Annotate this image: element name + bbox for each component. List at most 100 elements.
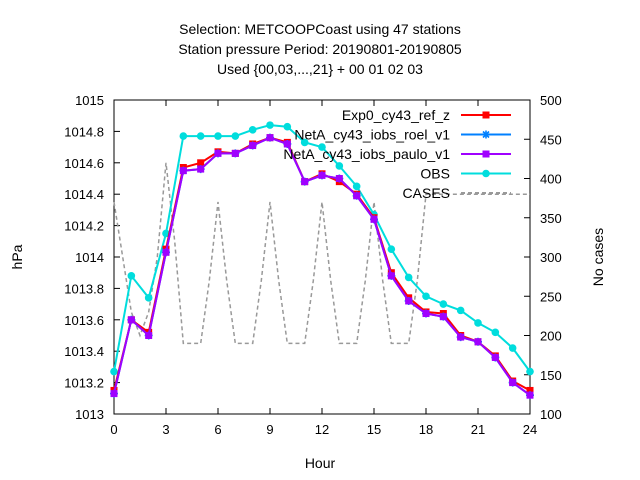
y-axis-label: hPa	[9, 244, 25, 269]
data-point	[162, 229, 170, 238]
x-tick-label: 24	[523, 422, 537, 437]
x-tick-label: 18	[419, 422, 433, 437]
chart-title-line-1: Selection: METCOOPCoast using 47 station…	[179, 21, 461, 37]
data-point	[353, 192, 361, 200]
data-point	[526, 391, 534, 399]
chart-title-block: Selection: METCOOPCoast using 47 station…	[178, 21, 462, 77]
data-point	[456, 306, 465, 315]
y-tick-label: 1013	[75, 407, 104, 422]
axes: 0 3 6 9 12 15 18 21 24 1013 1013.2 1013.4 1013.6 1013…	[64, 93, 561, 437]
data-point	[491, 353, 499, 361]
series-layer	[110, 121, 534, 400]
data-point	[457, 333, 465, 341]
data-point	[318, 171, 326, 179]
legend-label: NetA_cy43_iobs_paulo_v1	[283, 146, 450, 162]
legend-marker	[482, 150, 490, 158]
series-line	[113, 162, 530, 345]
data-point	[248, 126, 257, 134]
data-point	[249, 142, 257, 150]
data-point	[197, 165, 205, 173]
y2-tick-label: 100	[540, 407, 562, 422]
y-tick-label: 1013.4	[64, 344, 104, 359]
y2-tick-label: 400	[540, 172, 562, 187]
data-point	[404, 273, 413, 282]
legend-label: OBS	[420, 166, 450, 182]
x-tick-label: 12	[315, 422, 329, 437]
legend-marker	[482, 130, 490, 139]
x-tick-label: 6	[214, 422, 221, 437]
data-point	[508, 344, 517, 352]
y-tick-label: 1014.8	[64, 124, 104, 139]
data-point	[144, 294, 153, 302]
chart-title-line-2: Station pressure Period: 20190801-201908…	[178, 41, 462, 57]
x-tick-label: 21	[471, 422, 485, 437]
data-point	[387, 272, 395, 280]
data-point	[439, 313, 447, 321]
y-tick-label: 1014.6	[64, 156, 104, 171]
y2-tick-label: 350	[540, 211, 562, 226]
data-point	[110, 367, 118, 376]
data-point	[474, 319, 482, 327]
data-point	[179, 167, 187, 175]
data-point	[283, 122, 292, 131]
data-point	[110, 390, 118, 398]
data-point	[335, 175, 343, 182]
x-axis-label: Hour	[305, 455, 336, 471]
legend-label: Exp0_cy43_ref_z	[342, 107, 450, 123]
data-point	[387, 245, 396, 253]
data-point	[301, 178, 309, 186]
data-point	[197, 159, 205, 167]
y-tick-label: 1013.2	[64, 376, 104, 391]
x-tick-label: 3	[162, 422, 169, 437]
data-point	[352, 182, 361, 191]
data-point	[266, 121, 274, 129]
data-point	[335, 162, 344, 170]
legend-label: CASES	[403, 185, 450, 201]
series-NetA_cy43_iobs_paulo_v1	[110, 134, 534, 399]
data-point	[127, 316, 135, 324]
data-point	[474, 338, 482, 346]
y-tick-label: 1014	[75, 250, 104, 265]
series-OBS	[110, 121, 534, 376]
data-point	[266, 134, 274, 142]
data-point	[145, 332, 153, 339]
chart-title-line-3: Used {00,03,...,21} + 00 01 02 03	[217, 61, 423, 77]
x-tick-label: 0	[110, 422, 117, 437]
data-point	[231, 149, 239, 157]
legend-marker	[482, 111, 490, 119]
x-tick-label: 9	[266, 422, 273, 437]
data-point	[509, 379, 517, 387]
legend-label: NetA_cy43_iobs_roel_v1	[294, 127, 450, 143]
y2-axis-label: No cases	[590, 228, 606, 286]
y-tick-label: 1014.2	[64, 219, 104, 234]
data-point	[422, 292, 430, 301]
data-point	[127, 272, 136, 280]
data-point	[231, 132, 240, 140]
y-tick-label: 1015	[75, 93, 104, 108]
x-tick-label: 15	[367, 422, 381, 437]
data-point	[300, 138, 309, 147]
data-point	[179, 132, 188, 140]
data-point	[162, 248, 170, 256]
data-point	[439, 300, 448, 308]
y-tick-label: 1013.8	[64, 281, 104, 296]
data-point	[526, 367, 534, 376]
y2-tick-label: 200	[540, 329, 562, 344]
data-point	[196, 132, 205, 140]
legend-marker	[482, 169, 490, 178]
y2-tick-label: 450	[540, 132, 562, 147]
data-point	[283, 140, 291, 148]
data-point	[370, 215, 378, 223]
data-point	[526, 386, 534, 394]
legend: Exp0_cy43_ref_z NetA_cy43_iobs_roel_v1 Net…	[283, 107, 511, 201]
y2-tick-label: 250	[540, 289, 562, 304]
y-tick-label: 1014.4	[64, 187, 104, 202]
data-point	[214, 132, 222, 140]
series-CASES	[113, 162, 530, 345]
data-point	[214, 149, 222, 157]
y2-tick-label: 150	[540, 368, 562, 383]
y2-tick-label: 300	[540, 250, 562, 265]
data-point	[491, 328, 500, 337]
